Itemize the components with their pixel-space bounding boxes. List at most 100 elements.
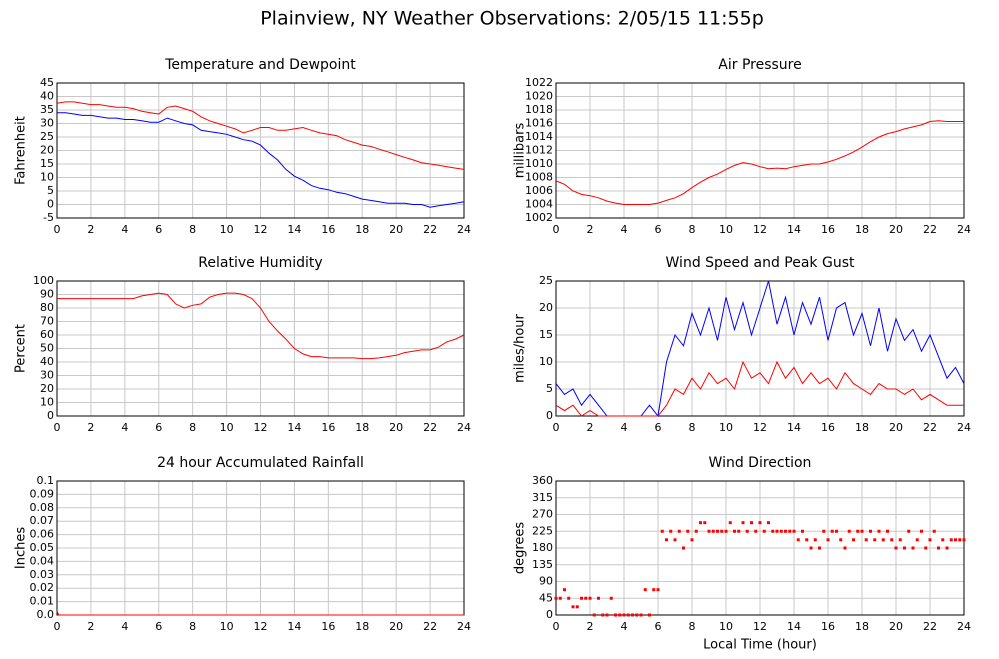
data-point xyxy=(907,529,911,533)
data-point xyxy=(707,529,711,533)
data-point xyxy=(915,538,919,542)
y-tick-label: 180 xyxy=(532,541,553,554)
data-point xyxy=(890,538,894,542)
x-tick-label: 8 xyxy=(189,421,196,434)
y-tick-label: 0 xyxy=(47,198,54,211)
data-point xyxy=(605,613,609,617)
data-point xyxy=(920,529,923,533)
y-tick-label: 315 xyxy=(532,491,553,504)
x-tick-label: 10 xyxy=(220,421,234,434)
data-point xyxy=(809,546,813,550)
x-tick-label: 22 xyxy=(923,223,937,236)
data-point xyxy=(703,521,707,525)
data-point xyxy=(937,546,940,550)
data-point xyxy=(958,538,962,542)
x-tick-label: 4 xyxy=(621,223,628,236)
data-point xyxy=(886,529,889,533)
data-point xyxy=(805,538,809,542)
x-tick-label: 12 xyxy=(753,223,767,236)
data-point xyxy=(911,546,915,550)
data-point xyxy=(813,538,817,542)
data-point xyxy=(597,596,600,600)
x-tick-label: 8 xyxy=(189,620,196,633)
x-tick-label: 20 xyxy=(889,620,903,633)
y-tick-label: 0.07 xyxy=(30,514,55,527)
data-point xyxy=(775,529,779,533)
data-point xyxy=(631,613,634,617)
data-point xyxy=(779,529,783,533)
data-point xyxy=(924,546,928,550)
x-tick-label: 22 xyxy=(923,421,937,434)
data-point xyxy=(677,529,681,533)
data-point xyxy=(754,529,758,533)
data-point xyxy=(554,596,558,600)
chart-title: Wind Speed and Peak Gust xyxy=(666,255,855,271)
data-point xyxy=(575,605,579,609)
x-tick-label: 0 xyxy=(553,421,560,434)
y-axis-label: Inches xyxy=(14,527,29,569)
x-axis-label: Local Time (hour) xyxy=(703,638,817,653)
data-point xyxy=(563,588,566,592)
x-tick-label: 22 xyxy=(423,421,437,434)
data-point xyxy=(699,521,702,525)
y-axis-label: Fahrenheit xyxy=(14,116,29,185)
data-point xyxy=(588,596,592,600)
y-tick-label: 40 xyxy=(40,90,54,103)
data-point xyxy=(558,596,562,600)
y-tick-label: 1016 xyxy=(525,117,553,130)
y-tick-label: 5 xyxy=(546,382,553,395)
x-tick-label: 0 xyxy=(54,223,61,236)
y-tick-label: 45 xyxy=(40,76,54,89)
y-tick-label: -5 xyxy=(43,211,54,224)
data-point xyxy=(784,529,787,533)
data-line xyxy=(555,360,964,417)
x-tick-label: 0 xyxy=(54,421,61,434)
data-point xyxy=(592,613,596,617)
x-tick-label: 24 xyxy=(457,620,471,633)
x-tick-label: 20 xyxy=(889,223,903,236)
y-tick-label: 10 xyxy=(539,355,553,368)
data-point xyxy=(928,538,932,542)
data-point xyxy=(639,613,643,617)
x-tick-label: 2 xyxy=(587,421,594,434)
data-point xyxy=(822,529,826,533)
y-tick-label: 0 xyxy=(546,608,553,621)
data-point xyxy=(665,538,668,542)
x-tick-label: 4 xyxy=(621,620,628,633)
y-tick-label: 0.06 xyxy=(30,528,55,541)
data-line xyxy=(555,120,964,205)
data-line xyxy=(57,112,465,208)
x-tick-label: 2 xyxy=(87,223,94,236)
y-axis-label: degrees xyxy=(513,522,528,575)
x-tick-label: 18 xyxy=(855,421,869,434)
x-tick-label: 6 xyxy=(655,223,662,236)
plot-frame xyxy=(555,82,965,219)
y-axis-label: millibars xyxy=(513,123,528,179)
plot-frame xyxy=(56,82,465,219)
y-tick-label: 30 xyxy=(40,369,54,382)
y-tick-label: 1008 xyxy=(525,171,553,184)
x-tick-label: 16 xyxy=(321,620,335,633)
data-point xyxy=(728,521,732,525)
y-tick-label: 10 xyxy=(40,396,54,409)
y-tick-label: 15 xyxy=(539,328,553,341)
data-point xyxy=(941,538,945,542)
x-tick-label: 12 xyxy=(254,421,268,434)
x-tick-label: 14 xyxy=(787,421,801,434)
data-point xyxy=(711,529,715,533)
data-point xyxy=(660,529,664,533)
x-tick-label: 22 xyxy=(423,223,437,236)
y-axis-label: miles/hour xyxy=(513,313,528,382)
y-tick-label: 25 xyxy=(539,274,553,287)
data-point xyxy=(818,546,821,550)
page-title: Plainview, NY Weather Observations: 2/05… xyxy=(260,8,764,30)
y-tick-label: 100 xyxy=(33,274,54,287)
data-point xyxy=(584,596,588,600)
x-tick-label: 24 xyxy=(457,421,471,434)
data-point xyxy=(669,529,673,533)
x-tick-label: 8 xyxy=(689,223,696,236)
chart-title: Air Pressure xyxy=(718,57,801,73)
data-point xyxy=(843,546,847,550)
data-point xyxy=(626,613,630,617)
x-tick-label: 20 xyxy=(389,421,403,434)
